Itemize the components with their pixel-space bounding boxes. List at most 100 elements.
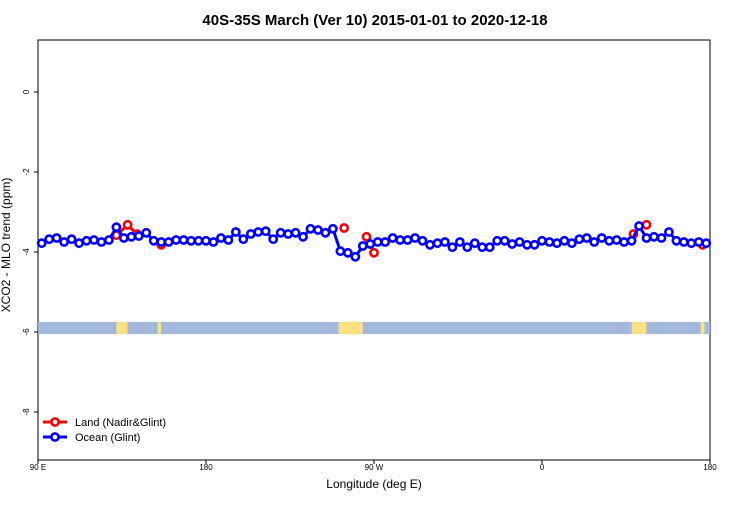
data-point <box>290 227 301 238</box>
land-mask-segment <box>157 322 162 334</box>
data-point <box>298 231 308 242</box>
data-point <box>238 234 249 245</box>
data-point <box>230 227 241 237</box>
data-point <box>387 233 398 243</box>
y-tick-label: -4 <box>22 248 31 256</box>
x-axis: 90 E 180 90 W 0 180 <box>30 460 717 472</box>
data-point <box>156 237 167 247</box>
data-point <box>380 237 391 247</box>
data-point <box>223 235 234 245</box>
data-point <box>201 235 211 246</box>
plot-area <box>36 219 712 262</box>
data-point <box>96 237 107 247</box>
legend-marker <box>50 417 60 427</box>
data-point <box>66 234 77 245</box>
x-tick-label: 90 E <box>30 463 46 472</box>
data-point <box>701 238 712 249</box>
data-point <box>44 234 55 245</box>
legend-item: Land (Nadir&Glint) <box>43 417 166 429</box>
data-point <box>126 231 137 242</box>
data-point <box>634 221 644 231</box>
data-point <box>111 222 122 233</box>
data-point <box>342 247 353 258</box>
data-point <box>410 233 420 243</box>
data-point <box>305 223 316 234</box>
data-point <box>193 235 204 246</box>
data-point <box>678 237 689 247</box>
land-mask-segment <box>116 322 128 334</box>
data-point <box>395 235 406 245</box>
data-point <box>148 235 159 246</box>
data-point <box>133 231 144 241</box>
data-point <box>163 237 174 247</box>
data-point <box>626 235 637 246</box>
data-point <box>328 223 338 234</box>
data-point <box>74 238 84 249</box>
y-axis: 0 -2 -4 -6 -8 <box>22 89 38 416</box>
data-point <box>51 233 62 243</box>
data-point <box>253 227 264 237</box>
data-point <box>641 219 652 230</box>
data-point <box>589 237 600 247</box>
data-point <box>447 242 458 253</box>
data-point <box>649 231 659 242</box>
legend: Land (Nadir&Glint) Ocean (Glint) <box>43 417 166 444</box>
data-point <box>425 239 435 250</box>
data-point <box>186 235 196 246</box>
data-point <box>499 235 510 246</box>
data-point <box>178 235 189 245</box>
data-point <box>664 227 674 237</box>
data-point <box>507 239 518 249</box>
y-tick-label: -2 <box>22 168 31 176</box>
land-mask-segment <box>700 322 705 334</box>
data-point <box>596 233 607 243</box>
data-point <box>104 235 114 245</box>
x-tick-label: 180 <box>703 463 717 472</box>
data-point <box>671 235 682 246</box>
data-point <box>36 238 47 249</box>
data-point <box>335 246 346 257</box>
data-point <box>686 238 697 249</box>
data-point <box>537 235 547 246</box>
data-point <box>656 233 667 243</box>
x-axis-label: Longitude (deg E) <box>326 477 421 491</box>
data-point <box>544 237 555 247</box>
data-point <box>611 235 622 245</box>
data-point <box>268 234 279 245</box>
data-point <box>484 242 495 253</box>
data-point <box>552 238 562 249</box>
data-point <box>275 227 286 238</box>
land-mask-segment <box>631 322 647 334</box>
x-tick-label: 180 <box>199 463 213 472</box>
data-point <box>581 233 592 243</box>
ocean-strip <box>38 322 710 334</box>
x-tick-label: 90 W <box>365 463 384 472</box>
data-point <box>477 242 488 253</box>
data-point <box>559 235 570 246</box>
data-point <box>462 242 473 253</box>
data-point <box>260 226 271 237</box>
data-point <box>81 235 92 246</box>
data-point <box>529 239 540 250</box>
data-point <box>440 237 450 247</box>
data-point <box>320 227 331 238</box>
data-point <box>339 223 350 233</box>
data-point <box>604 235 615 246</box>
land-mask-segment <box>338 322 363 334</box>
y-axis-label: XCO2 - MLO trend (ppm) <box>0 178 13 313</box>
data-point <box>365 239 376 249</box>
data-point <box>118 233 129 243</box>
chart-title: 40S-35S March (Ver 10) 2015-01-01 to 202… <box>202 12 547 29</box>
legend-marker <box>50 432 60 442</box>
ocean-series <box>36 221 712 262</box>
data-point <box>693 237 704 247</box>
data-point <box>208 237 219 247</box>
data-point <box>350 251 361 262</box>
data-point <box>566 238 577 249</box>
data-point <box>492 235 503 246</box>
data-point <box>369 247 379 258</box>
data-point <box>372 237 383 247</box>
data-point <box>216 233 226 243</box>
